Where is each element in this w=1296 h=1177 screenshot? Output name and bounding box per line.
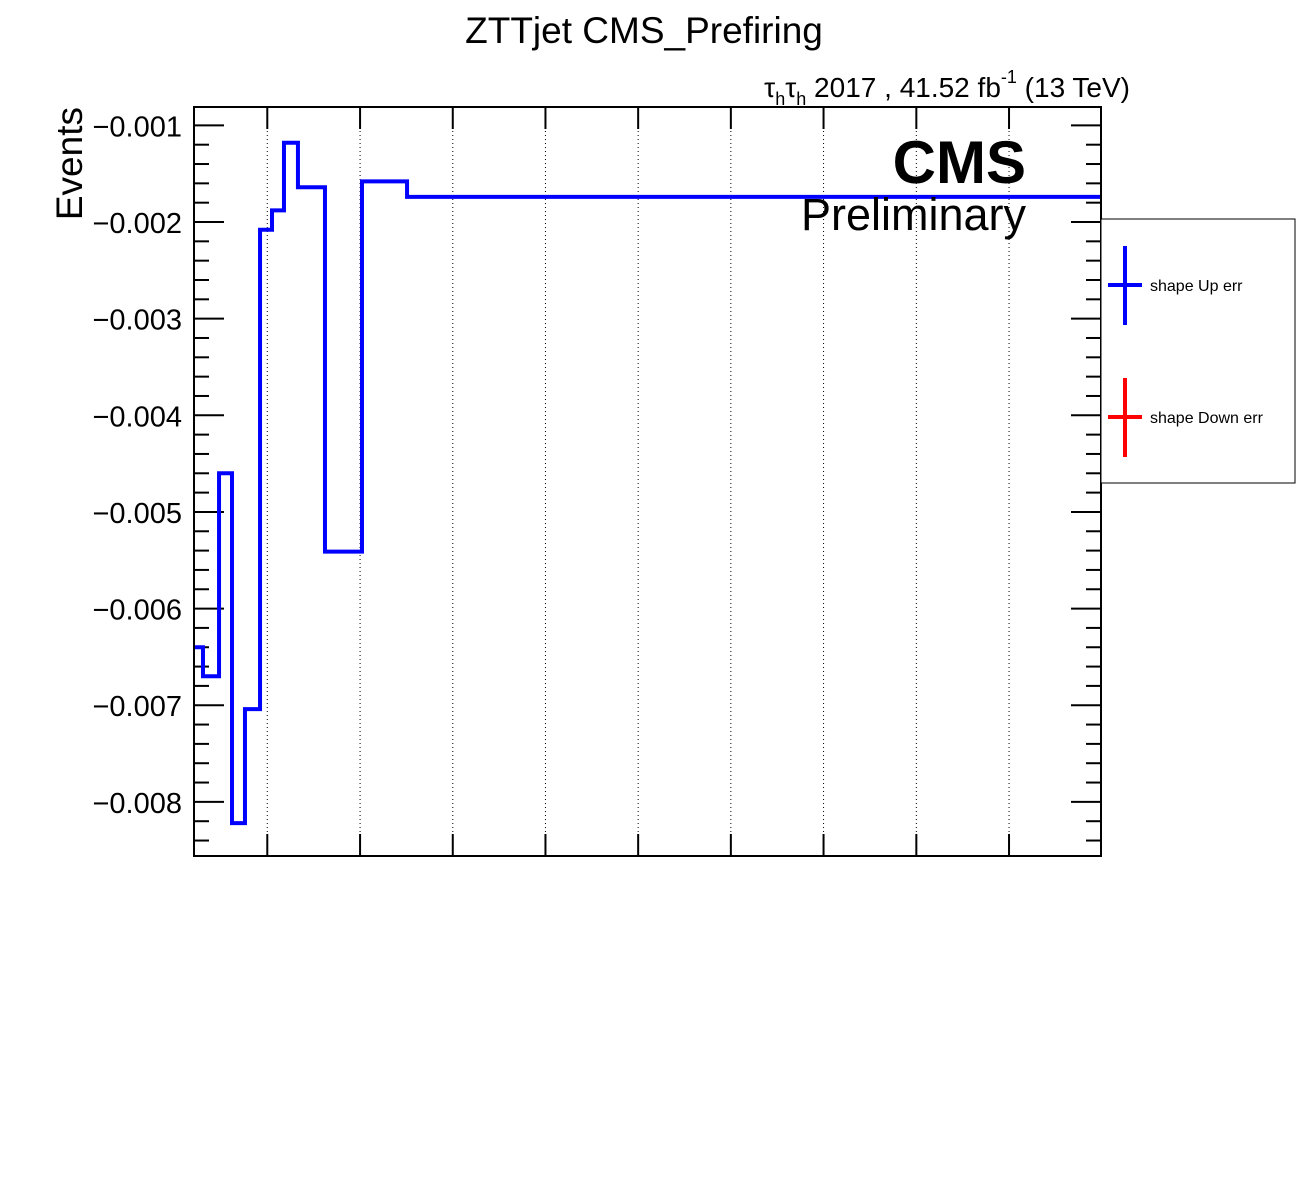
legend-box — [1100, 218, 1296, 484]
legend-label-up: shape Up err — [1150, 278, 1243, 295]
cms-label: CMS — [893, 129, 1026, 196]
y-tick-label-2: −0.003 — [92, 305, 182, 337]
series-line-0 — [194, 140, 1101, 826]
y-tick-label-4: −0.005 — [92, 498, 182, 530]
lumi-sub2: h — [796, 89, 806, 109]
y-tick-label-1: −0.002 — [92, 208, 182, 240]
y-tick-label-6: −0.007 — [92, 691, 182, 723]
y-tick-label-7: −0.008 — [92, 788, 182, 820]
legend-label-down: shape Down err — [1150, 410, 1264, 427]
y-tick-label-3: −0.004 — [92, 401, 182, 433]
lumi-rest: 2017 , 41.52 fb — [806, 72, 1001, 103]
lumi-sup: -1 — [1001, 67, 1017, 87]
lumi-tau1: τ — [764, 72, 775, 103]
lumi-sub1: h — [775, 89, 785, 109]
lumi-tau2: τ — [785, 72, 796, 103]
y-tick-label-5: −0.006 — [92, 595, 182, 627]
legend: shape Up err shape Down err — [1100, 218, 1296, 484]
y-axis-label: Events — [49, 107, 90, 220]
lumi-label: τhτh 2017 , 41.52 fb-1 (13 TeV) — [764, 67, 1130, 109]
chart-title: ZTTjet CMS_Prefiring — [465, 10, 823, 51]
lumi-energy: (13 TeV) — [1017, 72, 1130, 103]
cms-sublabel: Preliminary — [801, 189, 1027, 240]
y-tick-label-0: −0.001 — [92, 111, 182, 143]
